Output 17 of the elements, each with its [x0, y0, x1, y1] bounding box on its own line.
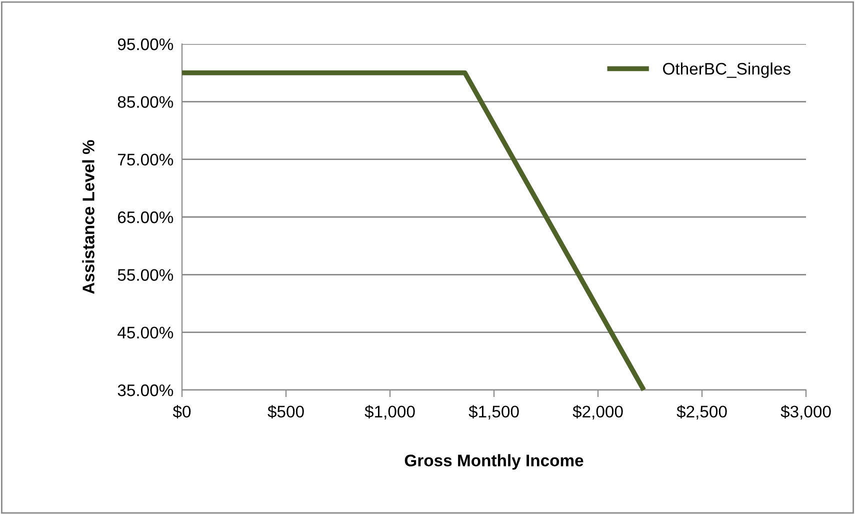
x-axis-title: Gross Monthly Income	[404, 454, 584, 470]
y-tick-label: 75.00%	[118, 154, 174, 166]
x-tick-label: $0	[172, 405, 191, 419]
x-tick-label: $1,000	[364, 405, 415, 420]
x-tick-label: $2,000	[572, 405, 623, 420]
y-tick-label: 35.00%	[118, 384, 174, 396]
y-tick-label: 95.00%	[118, 38, 174, 50]
y-tick-label: 45.00%	[118, 326, 174, 339]
y-tick-label: 85.00%	[118, 96, 174, 108]
legend-label: OtherBC_Singles	[663, 62, 790, 78]
x-tick-label: $2,500	[676, 405, 727, 420]
x-tick-label: $500	[268, 405, 304, 419]
y-tick-label: 65.00%	[118, 211, 174, 224]
x-tick-label: $1,500	[468, 405, 519, 420]
x-tick-label: $3,000	[780, 405, 831, 420]
y-tick-label: 55.00%	[118, 269, 174, 281]
y-axis-title: Assistance Level %	[82, 140, 94, 294]
